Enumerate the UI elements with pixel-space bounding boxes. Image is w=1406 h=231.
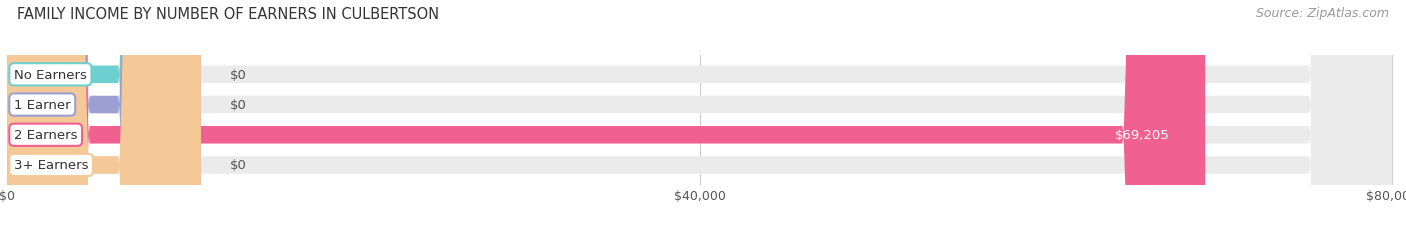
FancyBboxPatch shape (7, 0, 1392, 231)
Text: Source: ZipAtlas.com: Source: ZipAtlas.com (1256, 7, 1389, 20)
Text: $0: $0 (231, 99, 247, 112)
FancyBboxPatch shape (7, 0, 1392, 231)
Text: 3+ Earners: 3+ Earners (14, 159, 89, 172)
Text: $0: $0 (231, 69, 247, 82)
Text: 1 Earner: 1 Earner (14, 99, 70, 112)
Text: FAMILY INCOME BY NUMBER OF EARNERS IN CULBERTSON: FAMILY INCOME BY NUMBER OF EARNERS IN CU… (17, 7, 439, 22)
Text: No Earners: No Earners (14, 69, 87, 82)
FancyBboxPatch shape (7, 0, 201, 231)
FancyBboxPatch shape (7, 0, 1392, 231)
Text: $0: $0 (231, 159, 247, 172)
FancyBboxPatch shape (7, 0, 201, 231)
FancyBboxPatch shape (7, 0, 1392, 231)
FancyBboxPatch shape (7, 0, 1205, 231)
Text: $69,205: $69,205 (1115, 129, 1170, 142)
FancyBboxPatch shape (7, 0, 201, 231)
Text: 2 Earners: 2 Earners (14, 129, 77, 142)
